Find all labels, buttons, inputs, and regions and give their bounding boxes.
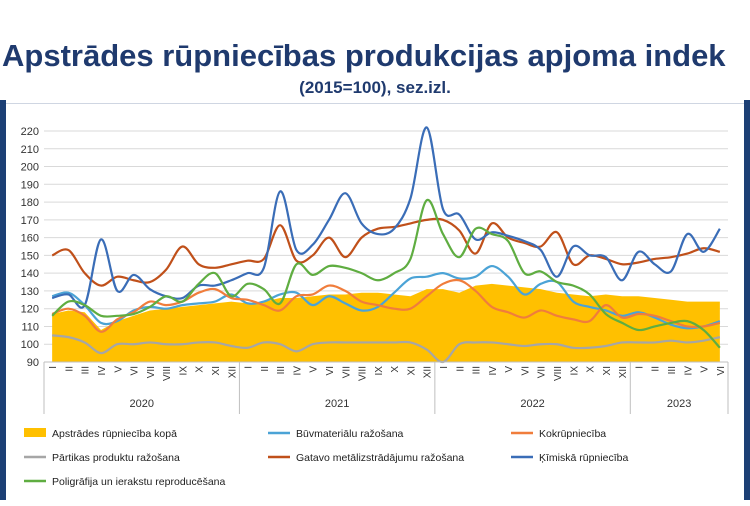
x-tick-label: I xyxy=(634,366,645,369)
y-tick-label: 200 xyxy=(21,162,39,174)
year-label: 2022 xyxy=(520,398,544,410)
x-tick-label: XI xyxy=(602,366,613,375)
y-tick-label: 150 xyxy=(21,250,39,262)
legend-label: Gatavo metālizstrādājumu ražošana xyxy=(296,452,464,464)
y-tick-label: 90 xyxy=(27,357,39,369)
x-tick-label: IX xyxy=(374,366,385,376)
line-series xyxy=(51,264,721,330)
x-tick-label: XII xyxy=(227,366,238,378)
x-tick-label: IX xyxy=(178,366,189,376)
legend-swatch xyxy=(24,428,46,437)
line-series xyxy=(51,217,721,287)
x-tick-label: X xyxy=(586,366,597,373)
page-subtitle: (2015=100), sez.izl. xyxy=(299,78,451,97)
x-tick-label: VII xyxy=(537,366,548,378)
x-tick-label: VI xyxy=(520,366,531,375)
line-series xyxy=(51,278,721,333)
x-tick-label: VIII xyxy=(162,366,173,381)
legend: Apstrādes rūpniecība kopā Būvmateriālu ra… xyxy=(24,428,628,488)
x-tick-label: II xyxy=(64,366,75,372)
line-layer xyxy=(51,126,721,364)
x-tick-label: III xyxy=(276,366,287,374)
x-tick-label: V xyxy=(113,366,124,373)
x-tick-label: X xyxy=(390,366,401,373)
x-tick-label: VII xyxy=(341,366,352,378)
x-tick-label: XI xyxy=(406,366,417,375)
line-series xyxy=(51,199,721,349)
grid-lines xyxy=(44,130,728,363)
y-tick-label: 140 xyxy=(21,268,39,280)
x-tick-label: III xyxy=(667,366,678,374)
x-tick-label: III xyxy=(81,366,92,374)
x-tick-label: VIII xyxy=(358,366,369,381)
y-tick-label: 110 xyxy=(21,321,39,333)
left-frame-bar xyxy=(0,100,6,500)
x-tick-label: III xyxy=(472,366,483,374)
x-tick-label: V xyxy=(309,366,320,373)
legend-label: Kokrūpniecība xyxy=(539,428,606,440)
legend-label: Apstrādes rūpniecība kopā xyxy=(52,428,177,440)
x-tick-label: VIII xyxy=(553,366,564,381)
year-label: 2023 xyxy=(667,398,691,410)
x-tick-label: IX xyxy=(569,366,580,376)
x-tick-label: VI xyxy=(325,366,336,375)
y-tick-label: 180 xyxy=(21,197,39,209)
y-tick-label: 130 xyxy=(21,286,39,298)
page-title: Apstrādes rūpniecības produkcijas apjoma… xyxy=(2,38,726,73)
year-label: 2021 xyxy=(325,398,349,410)
y-tick-label: 190 xyxy=(21,179,39,191)
y-tick-label: 170 xyxy=(21,215,39,227)
chart-panel: 90 100 110 120 130 140 150 160 170 180 190 200 210 22… xyxy=(6,103,744,501)
x-tick-label: XI xyxy=(211,366,222,375)
x-tick-label: I xyxy=(439,366,450,369)
y-axis: 90 100 110 120 130 140 150 160 170 180 190 200 210 22… xyxy=(21,126,39,369)
legend-label: Būvmateriālu ražošana xyxy=(296,428,404,440)
x-tick-label: II xyxy=(260,366,271,372)
header: Apstrādes rūpniecības produkcijas apjoma… xyxy=(0,0,750,100)
x-tick-label: V xyxy=(700,366,711,373)
x-tick-label: IV xyxy=(292,366,303,376)
x-axis: I II III IV V VI VII VIII IX X XI XII I II III IV V VI VII… xyxy=(43,361,729,414)
year-label: 2020 xyxy=(129,398,153,410)
x-tick-label: XII xyxy=(423,366,434,378)
y-tick-label: 160 xyxy=(21,233,39,245)
legend-label: Ķīmiskā rūpniecība xyxy=(539,452,628,464)
y-tick-label: 210 xyxy=(21,144,39,156)
x-tick-label: I xyxy=(48,366,59,369)
x-tick-label: II xyxy=(455,366,466,372)
x-tick-label: V xyxy=(504,366,515,373)
x-tick-label: VI xyxy=(130,366,141,375)
x-tick-label: X xyxy=(195,366,206,373)
x-tick-label: XII xyxy=(618,366,629,378)
x-tick-label: VI xyxy=(716,366,727,375)
legend-label: Poligrāfija un ierakstu reproducēšana xyxy=(52,476,226,488)
line-series xyxy=(52,334,721,364)
y-tick-label: 220 xyxy=(21,126,39,138)
right-frame-bar xyxy=(744,100,750,500)
x-tick-label: II xyxy=(651,366,662,372)
x-tick-label: IV xyxy=(97,366,108,376)
legend-label: Pārtikas produktu ražošana xyxy=(52,452,180,464)
y-tick-label: 100 xyxy=(21,339,39,351)
x-tick-label: IV xyxy=(683,366,694,376)
x-tick-label: IV xyxy=(488,366,499,376)
line-chart: 90 100 110 120 130 140 150 160 170 180 190 200 210 22… xyxy=(21,126,729,488)
x-tick-label: I xyxy=(244,366,255,369)
y-tick-label: 120 xyxy=(21,304,39,316)
x-tick-label: VII xyxy=(146,366,157,378)
